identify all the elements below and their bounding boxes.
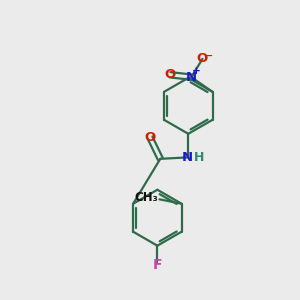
Text: O: O	[197, 52, 208, 65]
Text: F: F	[153, 258, 162, 272]
Text: O: O	[164, 68, 176, 81]
Text: CH₃: CH₃	[134, 191, 158, 204]
Text: N: N	[186, 70, 197, 84]
Text: H: H	[194, 151, 205, 164]
Text: +: +	[192, 66, 201, 76]
Text: O: O	[144, 131, 156, 144]
Text: ·: ·	[194, 150, 198, 163]
Text: −: −	[204, 51, 214, 61]
Text: N: N	[182, 151, 193, 164]
